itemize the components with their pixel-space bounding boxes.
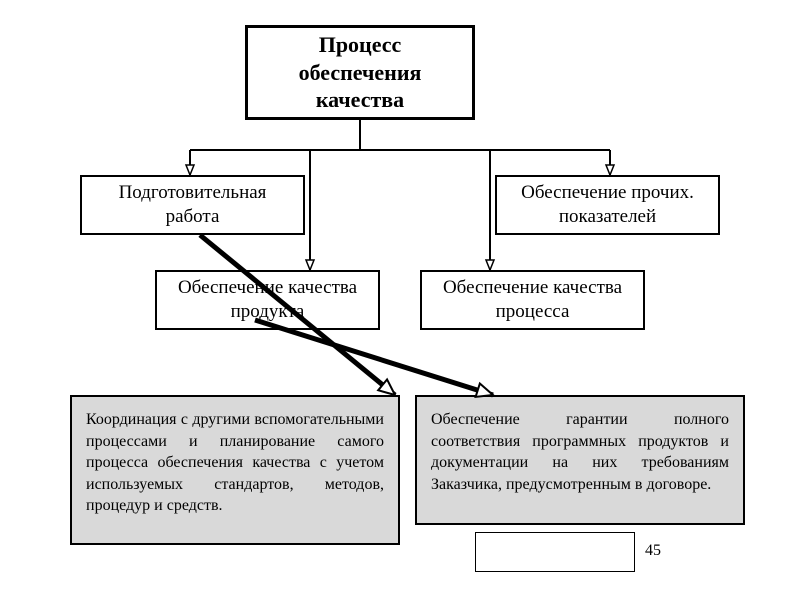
node-process-label: Обеспечение качества процесса (432, 276, 633, 324)
node-product-label: Обеспечение качества продукта (167, 276, 368, 324)
root-label: Процесс обеспечения качества (258, 31, 462, 114)
slide-number-frame (475, 532, 635, 572)
detail-left-text: Координация с другими вспомогательными п… (86, 411, 384, 514)
node-other-label: Обеспечение прочих. показателей (507, 181, 708, 229)
node-prep: Подготовительная работа (80, 175, 305, 235)
node-product: Обеспечение качества продукта (155, 270, 380, 330)
detail-left: Координация с другими вспомогательными п… (70, 395, 400, 545)
slide-number: 45 (645, 542, 661, 560)
diagram-stage: Процесс обеспечения качества Подготовите… (0, 0, 800, 600)
detail-right: Обеспечение гарантии полного соответстви… (415, 395, 745, 525)
root-node: Процесс обеспечения качества (245, 25, 475, 120)
node-process: Обеспечение качества процесса (420, 270, 645, 330)
node-prep-label: Подготовительная работа (92, 181, 293, 229)
detail-right-text: Обеспечение гарантии полного соответстви… (431, 411, 729, 493)
node-other: Обеспечение прочих. показателей (495, 175, 720, 235)
